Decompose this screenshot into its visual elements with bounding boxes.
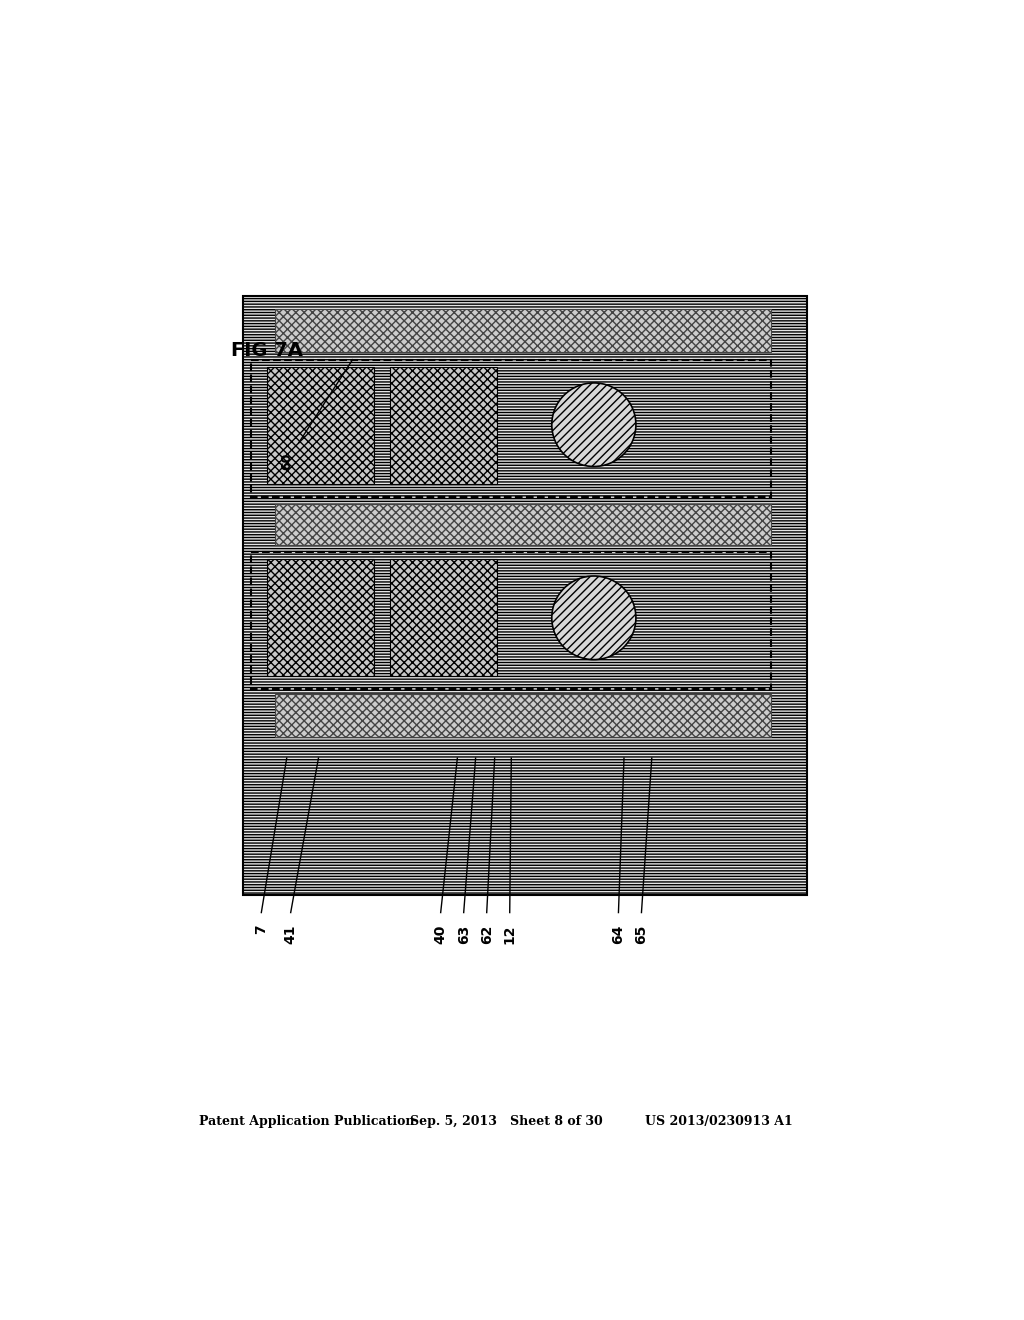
- Bar: [390, 558, 497, 676]
- Bar: [251, 359, 771, 496]
- Text: 62: 62: [479, 925, 494, 944]
- Ellipse shape: [552, 576, 636, 660]
- Bar: [274, 694, 771, 737]
- Text: US 2013/0230913 A1: US 2013/0230913 A1: [645, 1115, 794, 1129]
- Text: 12: 12: [503, 925, 517, 944]
- Text: 63: 63: [457, 925, 471, 944]
- Text: 60: 60: [281, 453, 293, 470]
- Bar: [267, 558, 374, 676]
- Bar: [390, 367, 497, 483]
- Bar: [267, 367, 374, 483]
- Text: 7: 7: [254, 925, 268, 935]
- Bar: [274, 309, 771, 351]
- Text: FIG 7A: FIG 7A: [231, 342, 303, 360]
- Text: 41: 41: [284, 925, 298, 944]
- Text: 40: 40: [434, 925, 447, 944]
- Text: Sep. 5, 2013   Sheet 8 of 30: Sep. 5, 2013 Sheet 8 of 30: [410, 1115, 602, 1129]
- Ellipse shape: [552, 383, 636, 466]
- Text: 64: 64: [611, 925, 626, 944]
- Text: 65: 65: [635, 925, 648, 944]
- Bar: [274, 504, 771, 545]
- Text: Patent Application Publication: Patent Application Publication: [200, 1115, 415, 1129]
- Bar: [243, 296, 807, 895]
- Bar: [251, 552, 771, 689]
